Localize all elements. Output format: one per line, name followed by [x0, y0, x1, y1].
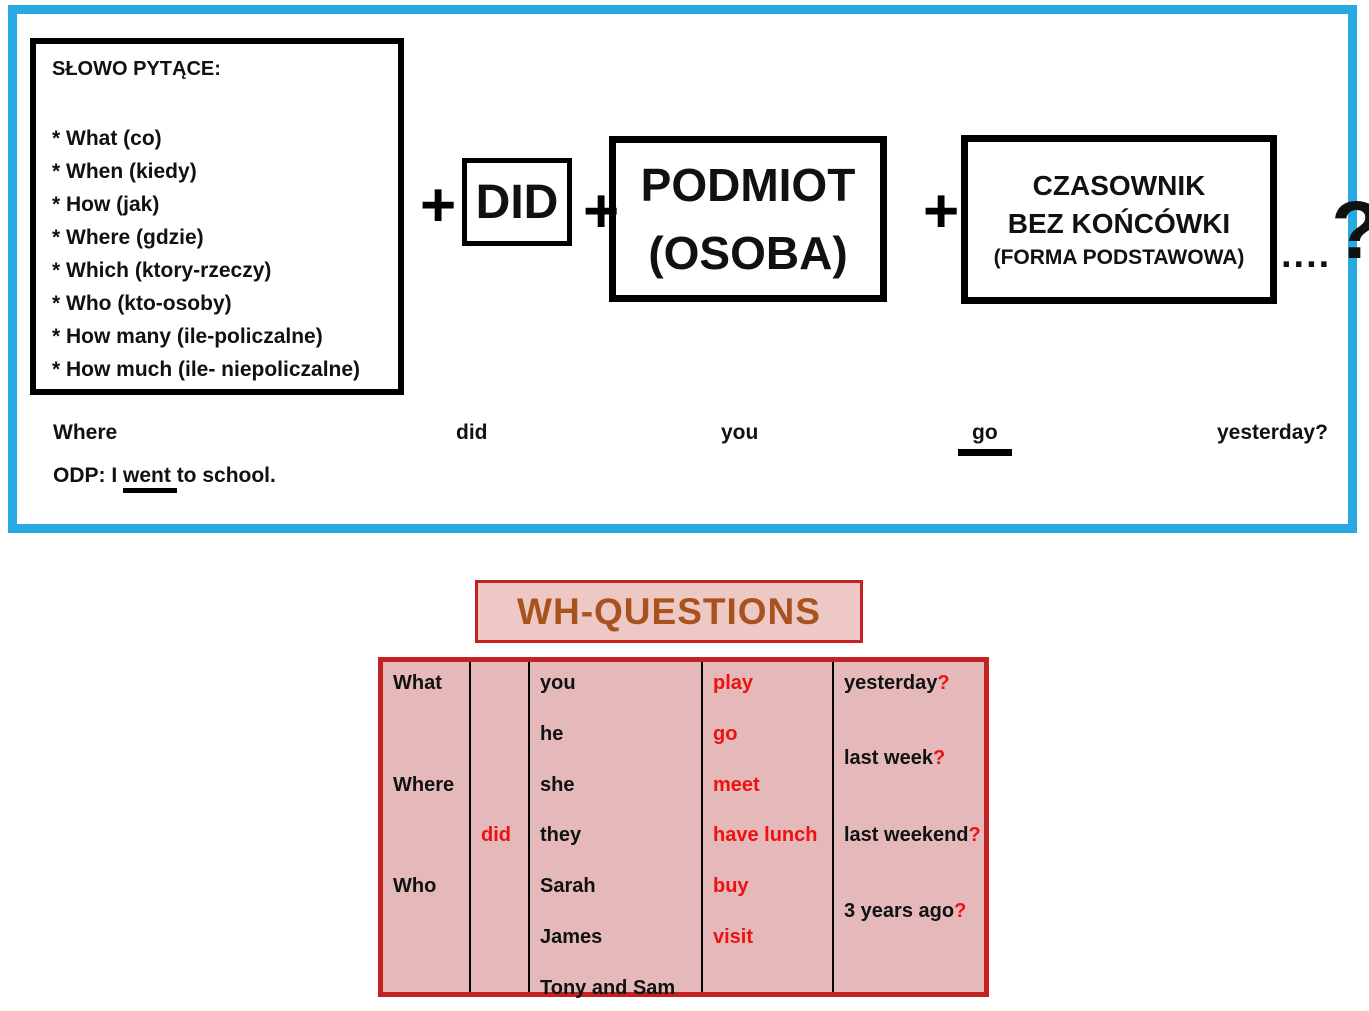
- auxiliary-did: did: [481, 824, 511, 846]
- question-word-item: * When (kiedy): [52, 160, 197, 183]
- time-expression: yesterday?: [844, 672, 950, 694]
- column-verbs: play go meet have lunch buy visit: [701, 662, 832, 992]
- formula-panel: SŁOWO PYTĄCE: * What (co) * When (kiedy)…: [8, 5, 1369, 533]
- verb-line-2: BEZ KOŃCÓWKI: [1007, 207, 1231, 239]
- subject: James: [540, 926, 603, 948]
- subject: you: [540, 672, 576, 694]
- time-expression: last weekend?: [844, 824, 981, 846]
- question-word-item: * What (co): [52, 127, 162, 150]
- example-word-where: Where: [53, 421, 118, 444]
- did-box: DID: [462, 158, 572, 246]
- plus-sign: +: [923, 177, 960, 246]
- subject-box: PODMIOT (OSOBA): [609, 136, 887, 302]
- subject: he: [540, 723, 564, 745]
- answer-prefix: ODP: I: [53, 464, 124, 487]
- column-auxiliary: did: [469, 662, 528, 992]
- example-word-did: did: [456, 421, 488, 444]
- example-word-yesterday: yesterday?: [1217, 421, 1328, 444]
- subject: they: [540, 824, 582, 846]
- question-word-item: * Where (gdzie): [52, 226, 204, 249]
- subject: Tony and Sam: [540, 977, 676, 999]
- time-expression: last week?: [844, 747, 946, 769]
- question-word-item: * Who (kto-osoby): [52, 292, 232, 315]
- big-question-mark: ?: [1331, 190, 1369, 272]
- subject-line-2: (OSOBA): [648, 227, 848, 279]
- question-word-item: * Which (ktory-rzeczy): [52, 259, 272, 282]
- subject: Sarah: [540, 875, 596, 897]
- verb: meet: [713, 774, 760, 796]
- column-time-expressions: yesterday? last week? last weekend? 3 ye…: [832, 662, 984, 992]
- example-word-go-underlined: go: [958, 421, 1012, 456]
- question-mark: ?: [932, 747, 946, 769]
- wh-questions-table: What Where Who did you he she they Sarah…: [378, 657, 989, 999]
- plus-sign: +: [420, 171, 457, 240]
- answer-sentence: ODP: I went to school.: [53, 464, 276, 493]
- answer-suffix: to school.: [176, 464, 276, 487]
- wh-questions-heading: WH-QUESTIONS: [475, 580, 863, 643]
- verb: have lunch: [713, 824, 818, 846]
- example-word-you: you: [721, 421, 759, 444]
- answer-underlined-word: went: [123, 464, 177, 493]
- question-mark: ?: [968, 824, 981, 846]
- column-wh-words: What Where Who: [383, 662, 469, 992]
- subject: she: [540, 774, 575, 796]
- verb: play: [713, 672, 754, 694]
- wh-word: Where: [393, 774, 455, 796]
- ellipsis-question-mark: .... ?: [1281, 190, 1369, 276]
- question-word-item: * How much (ile- niepoliczalne): [52, 358, 361, 381]
- verb-line-3: (FORMA PODSTAWOWA): [993, 245, 1245, 269]
- verb: buy: [713, 875, 749, 897]
- verb: go: [713, 723, 738, 745]
- question-word-item: * How many (ile-policzalne): [52, 325, 323, 348]
- column-subjects: you he she they Sarah James Tony and Sam: [528, 662, 701, 999]
- time-expression: 3 years ago?: [844, 900, 967, 922]
- verb-line-1: CZASOWNIK: [1032, 169, 1206, 201]
- verb-box: CZASOWNIK BEZ KOŃCÓWKI (FORMA PODSTAWOWA…: [961, 135, 1277, 304]
- question-words-box: SŁOWO PYTĄCE: * What (co) * When (kiedy)…: [30, 38, 404, 395]
- wh-word: What: [393, 672, 442, 694]
- question-word-item: * How (jak): [52, 193, 160, 216]
- question-mark: ?: [954, 900, 967, 922]
- verb: visit: [713, 926, 754, 948]
- ellipsis-dots: ....: [1281, 234, 1332, 276]
- question-mark: ?: [937, 672, 950, 694]
- subject-line-1: PODMIOT: [640, 159, 856, 211]
- question-words-title: SŁOWO PYTĄCE:: [52, 58, 221, 80]
- wh-word: Who: [393, 875, 437, 897]
